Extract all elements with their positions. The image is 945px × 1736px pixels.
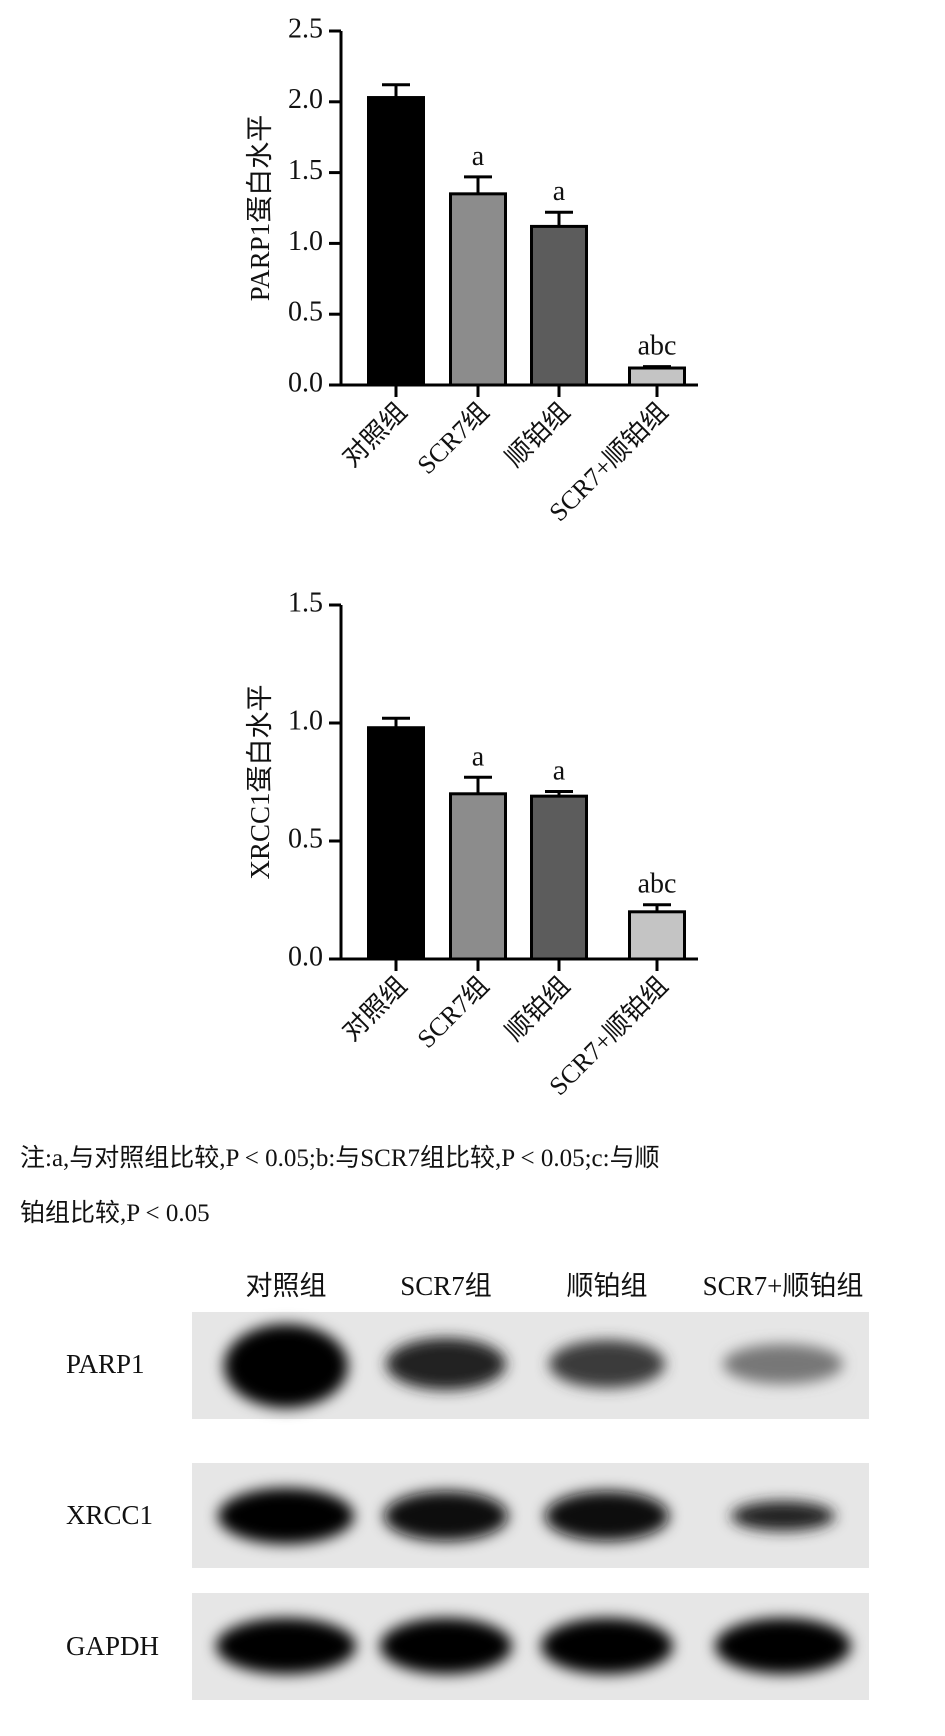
bar [628, 910, 686, 961]
y-tick-label: 2.0 [288, 84, 323, 115]
bar [530, 224, 588, 387]
bar [367, 96, 425, 387]
error-bar [545, 210, 573, 227]
row-label: GAPDH [66, 1631, 159, 1661]
y-tick-label: 0.5 [288, 823, 323, 854]
y-tick-label: 1.5 [288, 587, 323, 618]
x-tick-label: SCR7组 [412, 971, 495, 1054]
note-line: 注:a,与对照组比较,P < 0.05;b:与SCR7组比较,P < 0.05;… [20, 1144, 660, 1172]
y-tick-label: 1.5 [288, 155, 323, 186]
significance-label: abc [638, 331, 677, 362]
x-tick-label: 顺铂组 [500, 971, 576, 1047]
y-tick-label: 0.0 [288, 367, 323, 398]
blot: 对照组 SCR7组 顺铂组 SCR7+顺铂组 PARP1 XRCC1 GAPDH [66, 1271, 869, 1700]
lane-label: 顺铂组 [567, 1271, 648, 1301]
lane-label: SCR7+顺铂组 [703, 1271, 864, 1301]
error-bar [464, 775, 492, 794]
error-bar [643, 365, 671, 369]
row-label: PARP1 [66, 1349, 145, 1379]
x-tick-label: 对照组 [337, 397, 413, 473]
bar [530, 794, 588, 961]
error-bar [464, 175, 492, 194]
y-axis-label: PARP1蛋白水平 [245, 115, 275, 302]
lane-label: 对照组 [246, 1271, 327, 1301]
bands [216, 1324, 851, 1674]
y-tick-label: 0.5 [288, 297, 323, 328]
x-tick-label: 顺铂组 [500, 397, 576, 473]
significance-label: a [553, 176, 566, 207]
y-axis-label: XRCC1蛋白水平 [245, 684, 275, 879]
significance-label: abc [638, 869, 677, 900]
bar [449, 792, 507, 961]
error-bar [382, 716, 410, 728]
y-tick-label: 1.0 [288, 705, 323, 736]
significance-label: a [472, 141, 485, 172]
x-tick-label: SCR7组 [412, 397, 495, 480]
x-tick-label: 对照组 [337, 971, 413, 1047]
note-line: 铂组比较,P < 0.05 [20, 1199, 210, 1227]
error-bar [545, 789, 573, 797]
bar [449, 192, 507, 387]
significance-label: a [472, 741, 485, 772]
y-tick-label: 1.0 [288, 226, 323, 257]
row-label: XRCC1 [66, 1500, 153, 1530]
bar [367, 726, 425, 961]
error-bar [382, 83, 410, 98]
significance-label: a [553, 755, 566, 786]
y-tick-label: 2.5 [288, 13, 323, 44]
y-tick-label: 0.0 [288, 941, 323, 972]
lane-label: SCR7组 [400, 1271, 492, 1301]
error-bar [643, 903, 671, 912]
bar [628, 366, 686, 387]
